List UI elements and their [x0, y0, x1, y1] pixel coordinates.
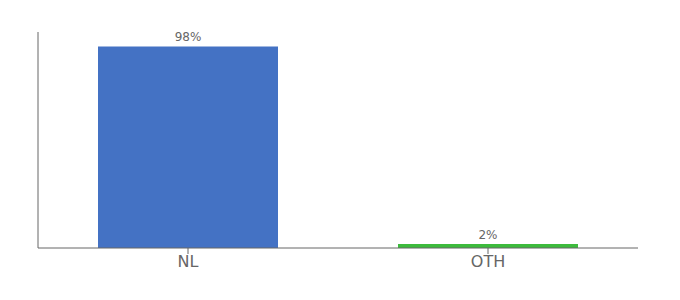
- svg-text:2%: 2%: [478, 228, 497, 242]
- svg-text:OTH: OTH: [471, 252, 505, 271]
- svg-text:NL: NL: [178, 252, 199, 271]
- svg-text:98%: 98%: [175, 30, 202, 44]
